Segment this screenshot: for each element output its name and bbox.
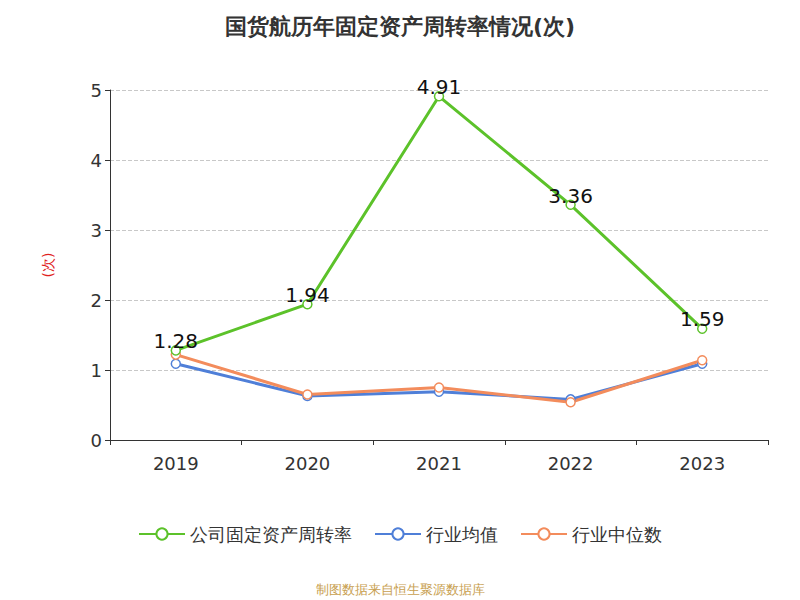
svg-text:公司固定资产周转率: 公司固定资产周转率 (190, 524, 352, 545)
svg-text:1.59: 1.59 (680, 307, 725, 331)
svg-text:3: 3 (91, 220, 102, 241)
svg-text:2020: 2020 (284, 453, 330, 474)
svg-text:2021: 2021 (416, 453, 462, 474)
svg-text:国货航历年固定资产周转率情况(次): 国货航历年固定资产周转率情况(次) (225, 14, 575, 39)
svg-text:1.28: 1.28 (154, 329, 199, 353)
svg-text:制图数据来自恒生聚源数据库: 制图数据来自恒生聚源数据库 (316, 582, 485, 597)
svg-text:行业均值: 行业均值 (426, 524, 498, 545)
svg-text:行业中位数: 行业中位数 (572, 524, 662, 545)
svg-text:3.36: 3.36 (548, 184, 593, 208)
svg-text:(次): (次) (40, 253, 56, 278)
svg-text:5: 5 (91, 80, 102, 101)
svg-text:1: 1 (91, 360, 102, 381)
svg-text:4: 4 (91, 150, 102, 171)
svg-text:2: 2 (91, 290, 102, 311)
svg-text:1.94: 1.94 (285, 283, 330, 307)
svg-text:0: 0 (91, 430, 102, 451)
svg-text:2022: 2022 (548, 453, 594, 474)
svg-text:2019: 2019 (153, 453, 199, 474)
svg-text:2023: 2023 (679, 453, 725, 474)
svg-text:4.91: 4.91 (417, 75, 462, 99)
